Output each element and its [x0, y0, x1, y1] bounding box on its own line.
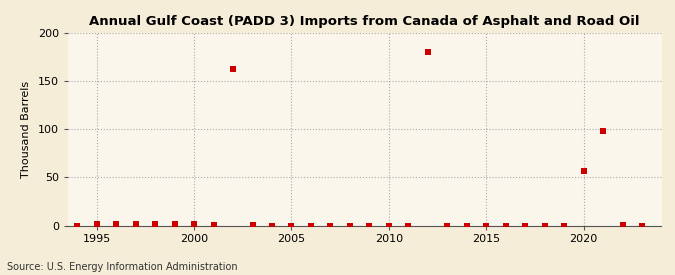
- Point: [578, 168, 589, 173]
- Point: [150, 221, 161, 226]
- Point: [423, 50, 433, 54]
- Point: [364, 223, 375, 228]
- Point: [111, 221, 122, 226]
- Point: [383, 223, 394, 228]
- Point: [189, 221, 200, 226]
- Point: [461, 223, 472, 228]
- Point: [325, 223, 336, 228]
- Point: [559, 223, 570, 228]
- Point: [481, 223, 491, 228]
- Point: [208, 222, 219, 227]
- Point: [130, 221, 141, 226]
- Y-axis label: Thousand Barrels: Thousand Barrels: [21, 81, 31, 178]
- Point: [442, 223, 453, 228]
- Point: [227, 66, 238, 71]
- Point: [169, 221, 180, 226]
- Point: [267, 223, 277, 228]
- Point: [539, 223, 550, 228]
- Point: [247, 222, 258, 227]
- Point: [306, 223, 317, 228]
- Point: [500, 223, 511, 228]
- Point: [91, 221, 102, 226]
- Text: Source: U.S. Energy Information Administration: Source: U.S. Energy Information Administ…: [7, 262, 238, 272]
- Point: [403, 223, 414, 228]
- Point: [286, 223, 297, 228]
- Point: [72, 223, 82, 228]
- Point: [597, 129, 608, 133]
- Point: [637, 223, 647, 228]
- Point: [344, 223, 355, 228]
- Point: [520, 223, 531, 228]
- Title: Annual Gulf Coast (PADD 3) Imports from Canada of Asphalt and Road Oil: Annual Gulf Coast (PADD 3) Imports from …: [89, 15, 640, 28]
- Point: [617, 222, 628, 227]
